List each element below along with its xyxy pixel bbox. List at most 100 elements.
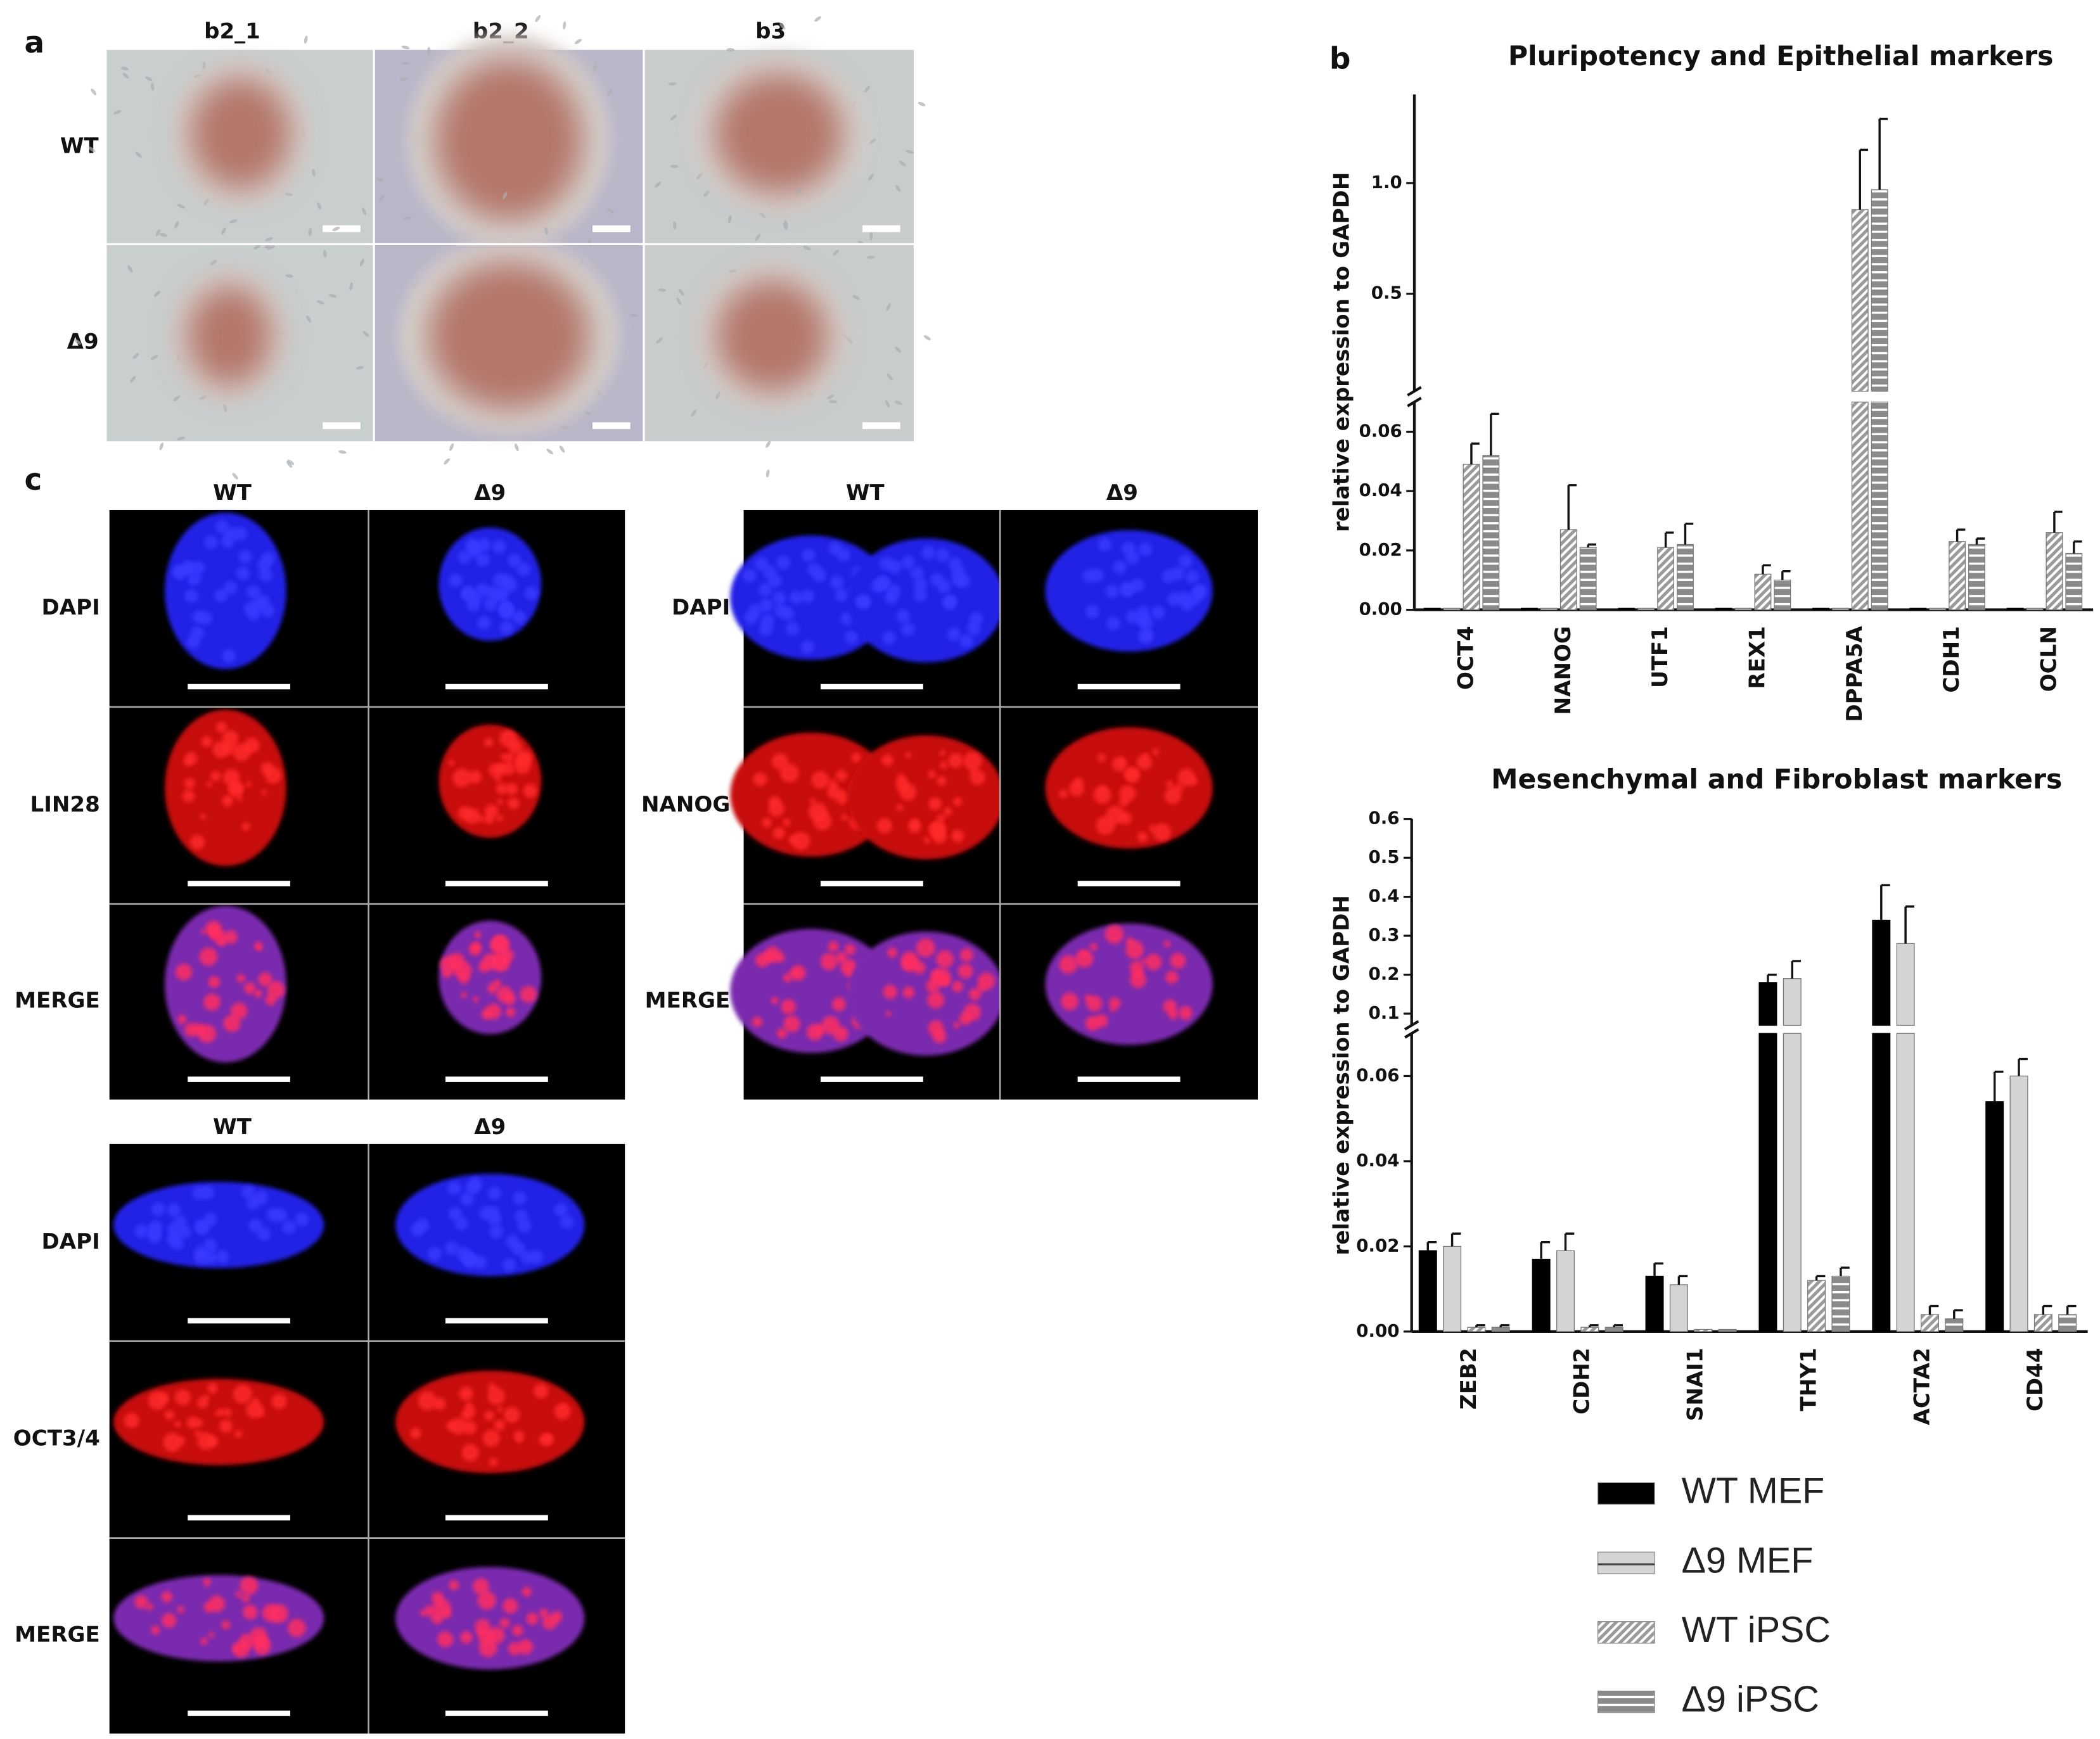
- spot: [440, 955, 459, 974]
- cell-texture: [607, 208, 615, 213]
- nucleus: [800, 589, 815, 604]
- x-tick-label: CDH2: [1570, 1347, 1595, 1414]
- nucleus: [416, 1218, 430, 1232]
- spot: [473, 997, 479, 1003]
- nucleus: [759, 598, 773, 612]
- x-tick-label: OCT4: [1454, 626, 1479, 690]
- spot: [561, 1404, 568, 1410]
- micrograph: [368, 1341, 625, 1538]
- cell-texture: [544, 227, 548, 236]
- nucleus: [495, 585, 509, 599]
- bar: [1467, 1327, 1486, 1332]
- spot: [223, 1014, 241, 1032]
- cell-texture: [592, 64, 597, 72]
- nucleus: [1105, 584, 1119, 598]
- cell-texture: [833, 250, 839, 256]
- spot: [239, 1633, 255, 1650]
- spot: [449, 1580, 459, 1591]
- spot: [899, 784, 917, 801]
- bar: [1774, 580, 1791, 611]
- spot: [208, 1595, 226, 1612]
- error-bar: [1499, 1324, 1510, 1328]
- nucleus: [1138, 542, 1152, 556]
- nucleus: [1193, 584, 1207, 598]
- error-bar: [1684, 522, 1694, 545]
- spot: [161, 1591, 172, 1603]
- nucleus: [516, 562, 530, 576]
- nucleus: [524, 586, 539, 601]
- spot: [271, 1394, 287, 1410]
- spot: [841, 814, 848, 821]
- spot: [437, 1631, 454, 1648]
- spot: [478, 1638, 497, 1657]
- nucleus: [238, 550, 252, 564]
- spot: [1110, 1006, 1116, 1012]
- spot: [526, 1612, 539, 1625]
- nucleus: [768, 574, 782, 588]
- cell-texture: [378, 195, 384, 203]
- spot: [217, 938, 226, 946]
- cell-texture: [338, 450, 347, 454]
- spot: [450, 1418, 467, 1435]
- cell-texture: [673, 221, 677, 230]
- bar: [1783, 978, 1802, 1026]
- scale-bar: [188, 684, 291, 690]
- cell-texture: [656, 337, 663, 344]
- spot: [1136, 970, 1144, 978]
- spot: [164, 1410, 175, 1420]
- cell-texture: [135, 151, 142, 158]
- cell-texture: [715, 392, 720, 400]
- spot: [175, 1389, 191, 1406]
- bar: [1532, 1258, 1551, 1332]
- spot: [461, 1410, 471, 1420]
- spot: [814, 1024, 824, 1035]
- spot: [762, 817, 772, 827]
- error-bar: [1589, 1324, 1599, 1328]
- spot: [241, 822, 250, 831]
- cell-texture: [670, 165, 679, 169]
- spot: [461, 1444, 479, 1462]
- cell-texture: [221, 227, 226, 235]
- spot: [512, 1625, 523, 1636]
- y-tick-label: 0.6: [1369, 808, 1400, 829]
- nucleus: [184, 589, 198, 603]
- nucleus: [1082, 569, 1096, 583]
- y-tick-label: 0.2: [1369, 964, 1400, 984]
- spot: [216, 722, 227, 733]
- spot: [145, 1603, 153, 1611]
- nucleus: [241, 1185, 255, 1199]
- nucleus: [466, 538, 480, 552]
- spot: [783, 1016, 800, 1033]
- chart-title: Mesenchymal and Fibroblast markers: [1491, 764, 2062, 796]
- bar: [1754, 573, 1772, 611]
- bar: [1540, 608, 1558, 611]
- spot: [937, 776, 947, 786]
- nucleus: [428, 1247, 442, 1261]
- cell-texture: [629, 314, 638, 317]
- nucleus: [181, 561, 196, 575]
- spot: [508, 740, 523, 754]
- nucleus: [967, 621, 981, 635]
- nucleus: [233, 526, 247, 541]
- nucleus: [828, 542, 843, 556]
- bar: [1949, 541, 1966, 611]
- spot: [499, 1617, 510, 1628]
- micrograph: [1000, 509, 1258, 707]
- spot: [257, 945, 262, 951]
- spot: [902, 986, 915, 998]
- spot: [952, 981, 964, 993]
- spot: [520, 986, 537, 1003]
- spot: [236, 795, 243, 801]
- legend-swatch: [1597, 1551, 1655, 1574]
- cell-texture: [864, 86, 870, 93]
- scale-bar: [445, 1076, 548, 1082]
- scale-bar: [445, 684, 548, 690]
- bar: [1872, 1033, 1891, 1332]
- nucleus: [282, 1220, 296, 1234]
- nucleus: [499, 602, 513, 616]
- nucleus: [1085, 604, 1099, 619]
- nucleus: [203, 1213, 217, 1226]
- nucleus: [776, 556, 791, 570]
- nucleus: [1176, 591, 1190, 605]
- bar: [2026, 608, 2044, 611]
